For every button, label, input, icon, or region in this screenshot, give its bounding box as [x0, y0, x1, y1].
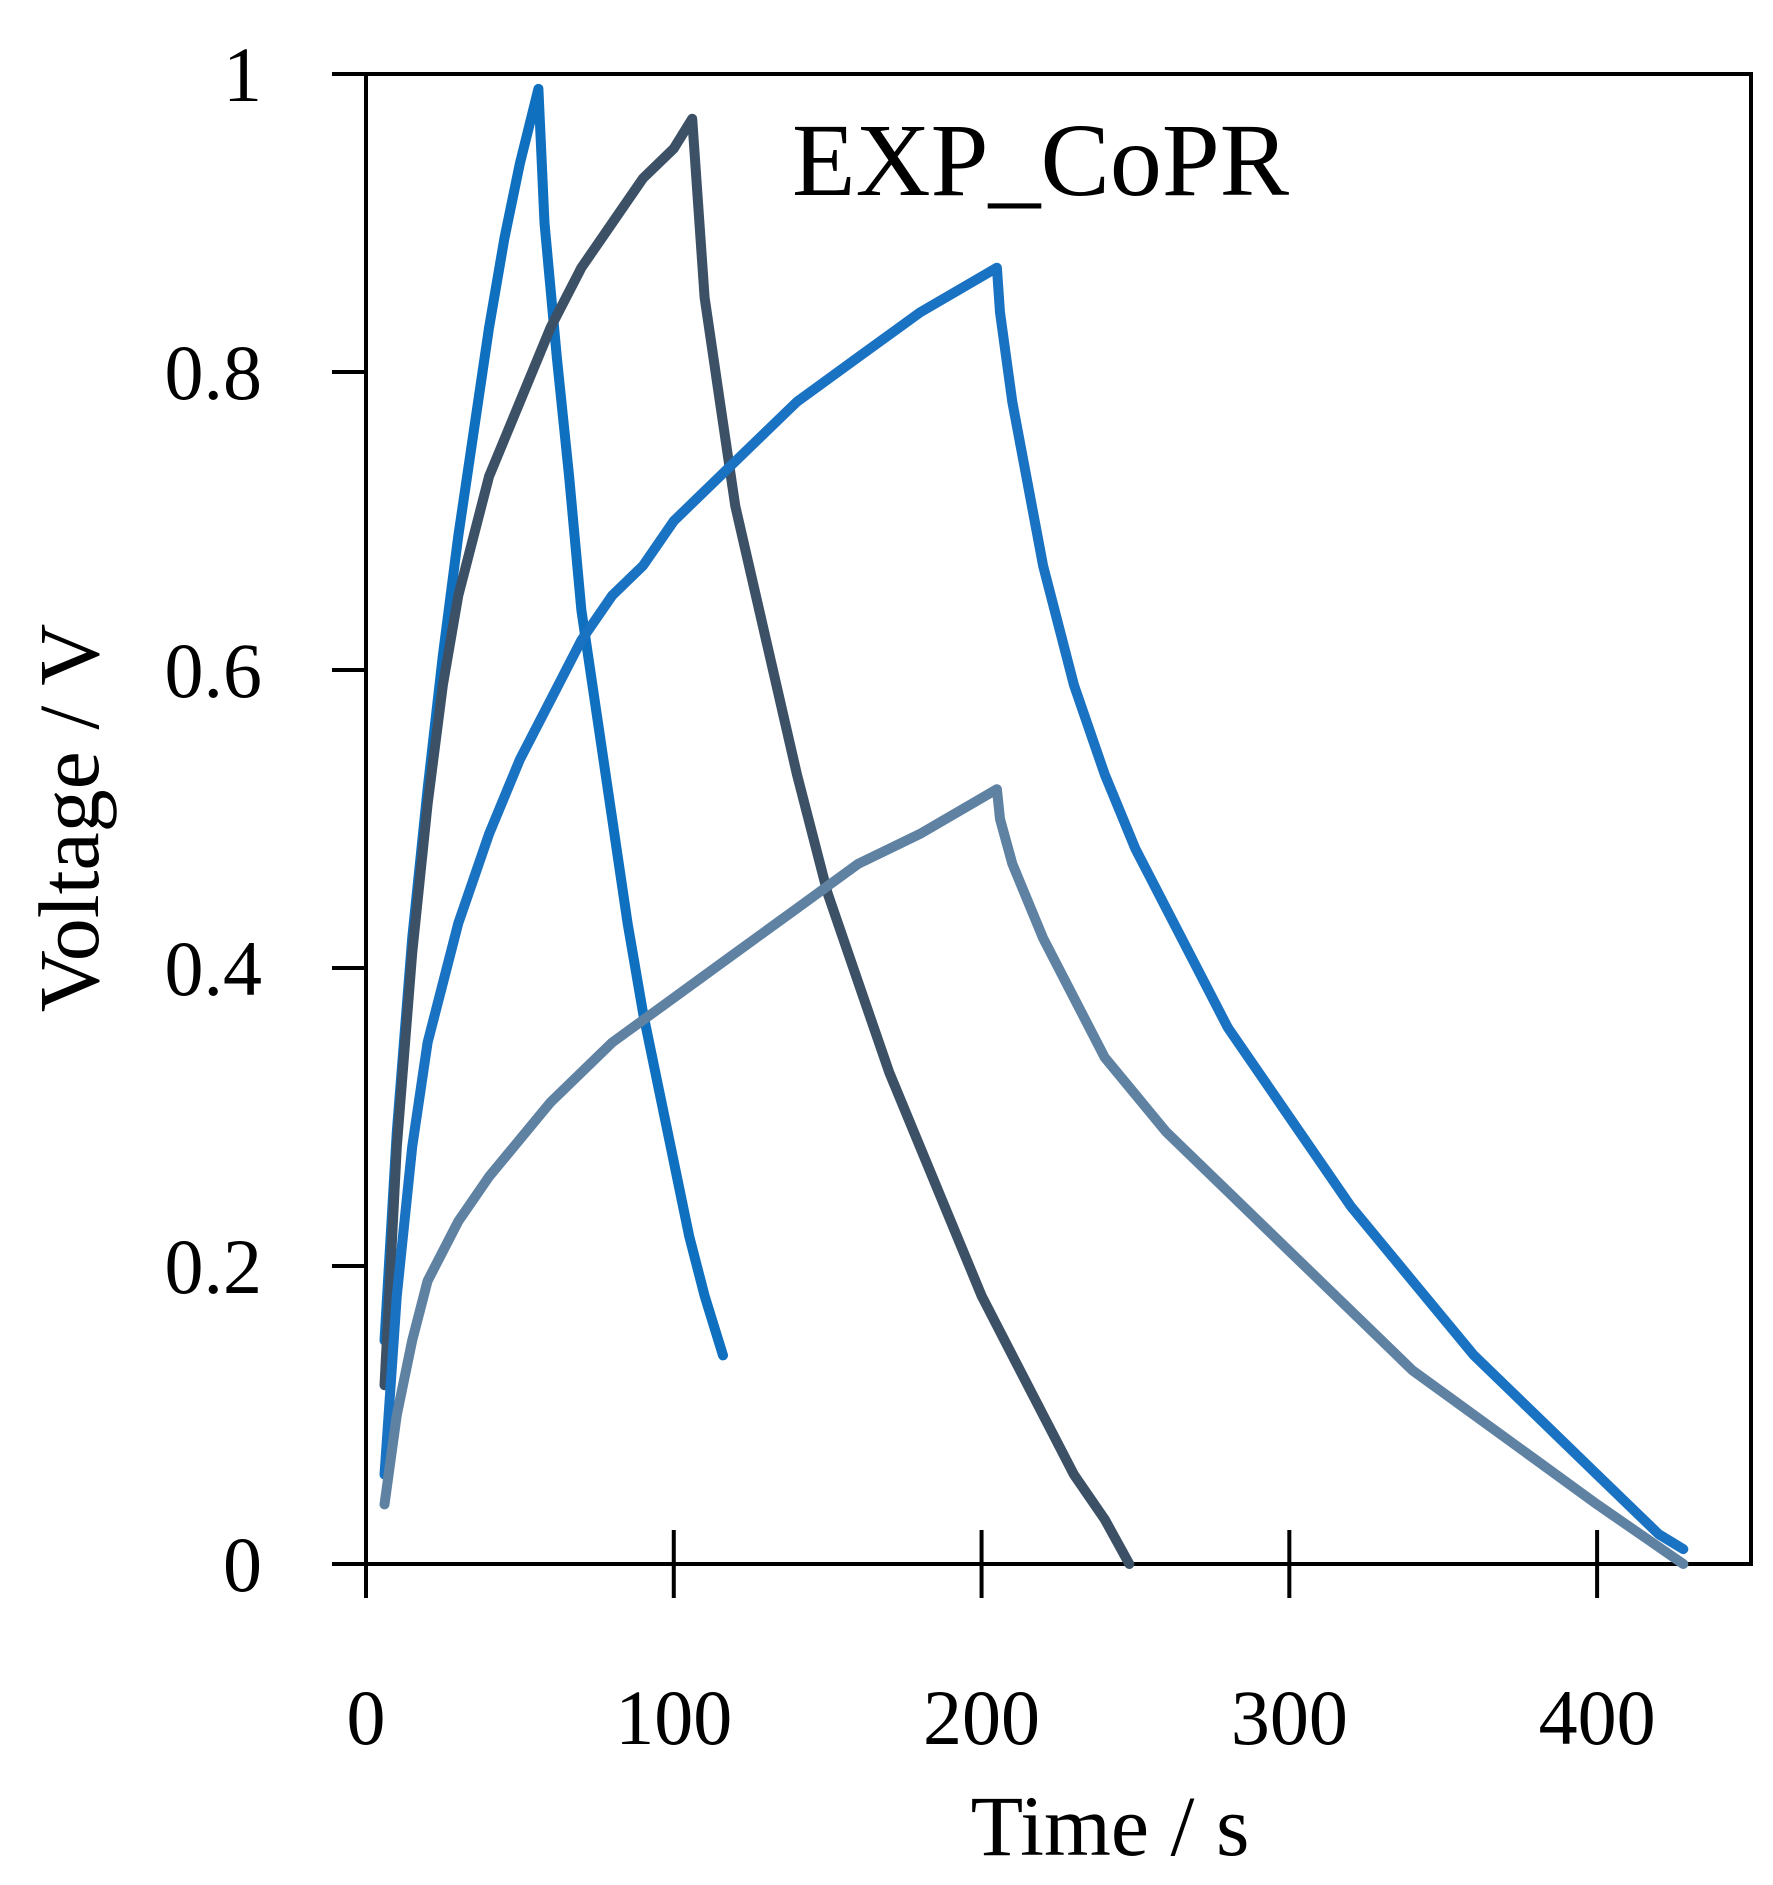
plot-frame: [364, 72, 1753, 1566]
x-tick-label: 300: [1231, 1674, 1348, 1761]
series-line-curve-4: [379, 784, 1689, 1569]
series-line-curve-2: [379, 113, 1135, 1569]
x-tick-label: 100: [615, 1674, 732, 1761]
y-tick-label: 0.8: [165, 329, 263, 416]
x-axis-title: Time / s: [971, 1778, 1250, 1874]
y-tick-label: 0.4: [165, 925, 263, 1012]
x-tick-label: 400: [1539, 1674, 1656, 1761]
y-axis-ticks: 0 0.2 0.4 0.6 0.8 1: [165, 31, 366, 1608]
series-line-curve-3: [379, 262, 1689, 1555]
chart-annotation: EXP_CoPR: [792, 103, 1290, 218]
y-tick-label: 0.2: [165, 1223, 263, 1310]
x-tick-label: 200: [923, 1674, 1040, 1761]
series-layer: [379, 83, 1689, 1569]
x-tick-label: 0: [347, 1674, 386, 1761]
x-axis-ticks: 0 100 200 300 400: [347, 1530, 1656, 1761]
y-axis-title: Voltage / V: [21, 624, 117, 1013]
y-tick-label: 1: [223, 31, 262, 118]
y-tick-label: 0.6: [165, 627, 263, 714]
y-tick-label: 0: [223, 1521, 262, 1608]
